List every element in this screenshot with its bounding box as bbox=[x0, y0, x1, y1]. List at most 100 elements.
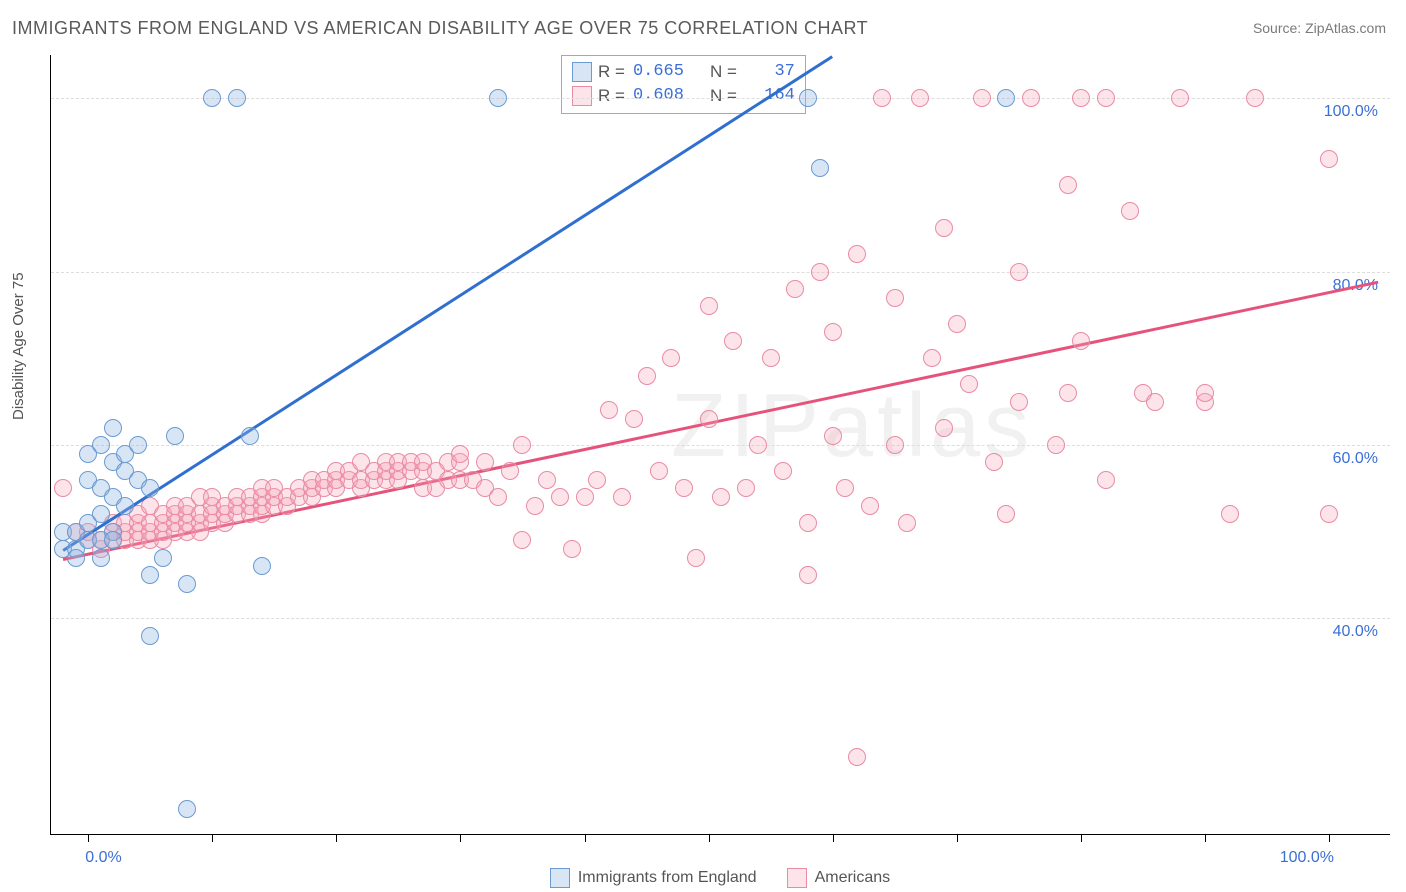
legend-item: Immigrants from England bbox=[550, 868, 757, 888]
data-point-england bbox=[166, 427, 184, 445]
data-point-americans bbox=[526, 497, 544, 515]
data-point-americans bbox=[1320, 505, 1338, 523]
data-point-americans bbox=[824, 323, 842, 341]
y-tick-label: 60.0% bbox=[1333, 450, 1378, 468]
data-point-americans bbox=[848, 245, 866, 263]
legend-swatch bbox=[550, 868, 570, 888]
data-point-americans bbox=[1047, 436, 1065, 454]
data-point-americans bbox=[613, 488, 631, 506]
data-point-americans bbox=[948, 315, 966, 333]
data-point-americans bbox=[662, 349, 680, 367]
data-point-england bbox=[141, 627, 159, 645]
data-point-americans bbox=[501, 462, 519, 480]
data-point-england bbox=[104, 531, 122, 549]
data-point-americans bbox=[1022, 89, 1040, 107]
legend-stat-row: R =0.608N =164 bbox=[572, 84, 795, 108]
data-point-americans bbox=[799, 566, 817, 584]
data-point-americans bbox=[973, 89, 991, 107]
data-point-england bbox=[799, 89, 817, 107]
data-point-england bbox=[811, 159, 829, 177]
data-point-americans bbox=[737, 479, 755, 497]
legend-stats: R =0.665N =37R =0.608N =164 bbox=[561, 55, 806, 114]
data-point-americans bbox=[923, 349, 941, 367]
data-point-americans bbox=[650, 462, 668, 480]
data-point-americans bbox=[451, 445, 469, 463]
y-tick-label: 100.0% bbox=[1324, 103, 1378, 121]
data-point-americans bbox=[861, 497, 879, 515]
plot-area: ZIPatlas R =0.665N =37R =0.608N =164 40.… bbox=[50, 55, 1390, 835]
data-point-americans bbox=[551, 488, 569, 506]
x-tick bbox=[336, 834, 337, 842]
data-point-england bbox=[241, 427, 259, 445]
data-point-americans bbox=[786, 280, 804, 298]
legend-n-value: 37 bbox=[745, 60, 795, 84]
data-point-americans bbox=[774, 462, 792, 480]
data-point-americans bbox=[54, 479, 72, 497]
data-point-americans bbox=[1072, 89, 1090, 107]
legend-stat-row: R =0.665N =37 bbox=[572, 60, 795, 84]
legend-r-value: 0.665 bbox=[633, 60, 684, 84]
data-point-americans bbox=[898, 514, 916, 532]
data-point-americans bbox=[886, 289, 904, 307]
chart-title: IMMIGRANTS FROM ENGLAND VS AMERICAN DISA… bbox=[12, 18, 868, 39]
data-point-americans bbox=[513, 531, 531, 549]
legend-bottom: Immigrants from England Americans bbox=[50, 868, 1390, 888]
legend-label: Americans bbox=[815, 869, 891, 887]
legend-r-value: 0.608 bbox=[633, 84, 684, 108]
data-point-americans bbox=[824, 427, 842, 445]
x-tick bbox=[212, 834, 213, 842]
data-point-americans bbox=[513, 436, 531, 454]
data-point-americans bbox=[848, 748, 866, 766]
data-point-americans bbox=[1097, 471, 1115, 489]
legend-r-label: R = bbox=[598, 84, 625, 108]
data-point-americans bbox=[762, 349, 780, 367]
data-point-americans bbox=[1097, 89, 1115, 107]
x-tick bbox=[709, 834, 710, 842]
x-tick bbox=[585, 834, 586, 842]
x-tick bbox=[88, 834, 89, 842]
data-point-england bbox=[997, 89, 1015, 107]
data-point-americans bbox=[687, 549, 705, 567]
x-tick bbox=[1081, 834, 1082, 842]
gridline bbox=[51, 445, 1390, 446]
data-point-americans bbox=[960, 375, 978, 393]
data-point-england bbox=[92, 549, 110, 567]
gridline bbox=[51, 272, 1390, 273]
data-point-americans bbox=[489, 488, 507, 506]
data-point-americans bbox=[700, 410, 718, 428]
data-point-england bbox=[178, 575, 196, 593]
data-point-england bbox=[92, 436, 110, 454]
data-point-england bbox=[154, 549, 172, 567]
data-point-americans bbox=[873, 89, 891, 107]
data-point-england bbox=[104, 419, 122, 437]
data-point-americans bbox=[1121, 202, 1139, 220]
data-point-americans bbox=[1146, 393, 1164, 411]
x-tick bbox=[957, 834, 958, 842]
data-point-americans bbox=[538, 471, 556, 489]
x-tick bbox=[1329, 834, 1330, 842]
legend-n-label: N = bbox=[710, 84, 737, 108]
legend-swatch bbox=[572, 86, 592, 106]
data-point-americans bbox=[935, 419, 953, 437]
gridline bbox=[51, 618, 1390, 619]
legend-swatch bbox=[572, 62, 592, 82]
data-point-england bbox=[253, 557, 271, 575]
data-point-americans bbox=[476, 453, 494, 471]
data-point-americans bbox=[1010, 393, 1028, 411]
data-point-americans bbox=[1072, 332, 1090, 350]
data-point-england bbox=[178, 800, 196, 818]
data-point-americans bbox=[811, 263, 829, 281]
legend-swatch bbox=[787, 868, 807, 888]
data-point-england bbox=[489, 89, 507, 107]
data-point-americans bbox=[1059, 176, 1077, 194]
data-point-england bbox=[116, 497, 134, 515]
legend-label: Immigrants from England bbox=[578, 869, 757, 887]
y-axis-label: Disability Age Over 75 bbox=[10, 272, 27, 420]
data-point-americans bbox=[799, 514, 817, 532]
y-tick-label: 40.0% bbox=[1333, 623, 1378, 641]
data-point-americans bbox=[588, 471, 606, 489]
data-point-americans bbox=[1320, 150, 1338, 168]
data-point-england bbox=[203, 89, 221, 107]
data-point-americans bbox=[1171, 89, 1189, 107]
legend-r-label: R = bbox=[598, 60, 625, 84]
